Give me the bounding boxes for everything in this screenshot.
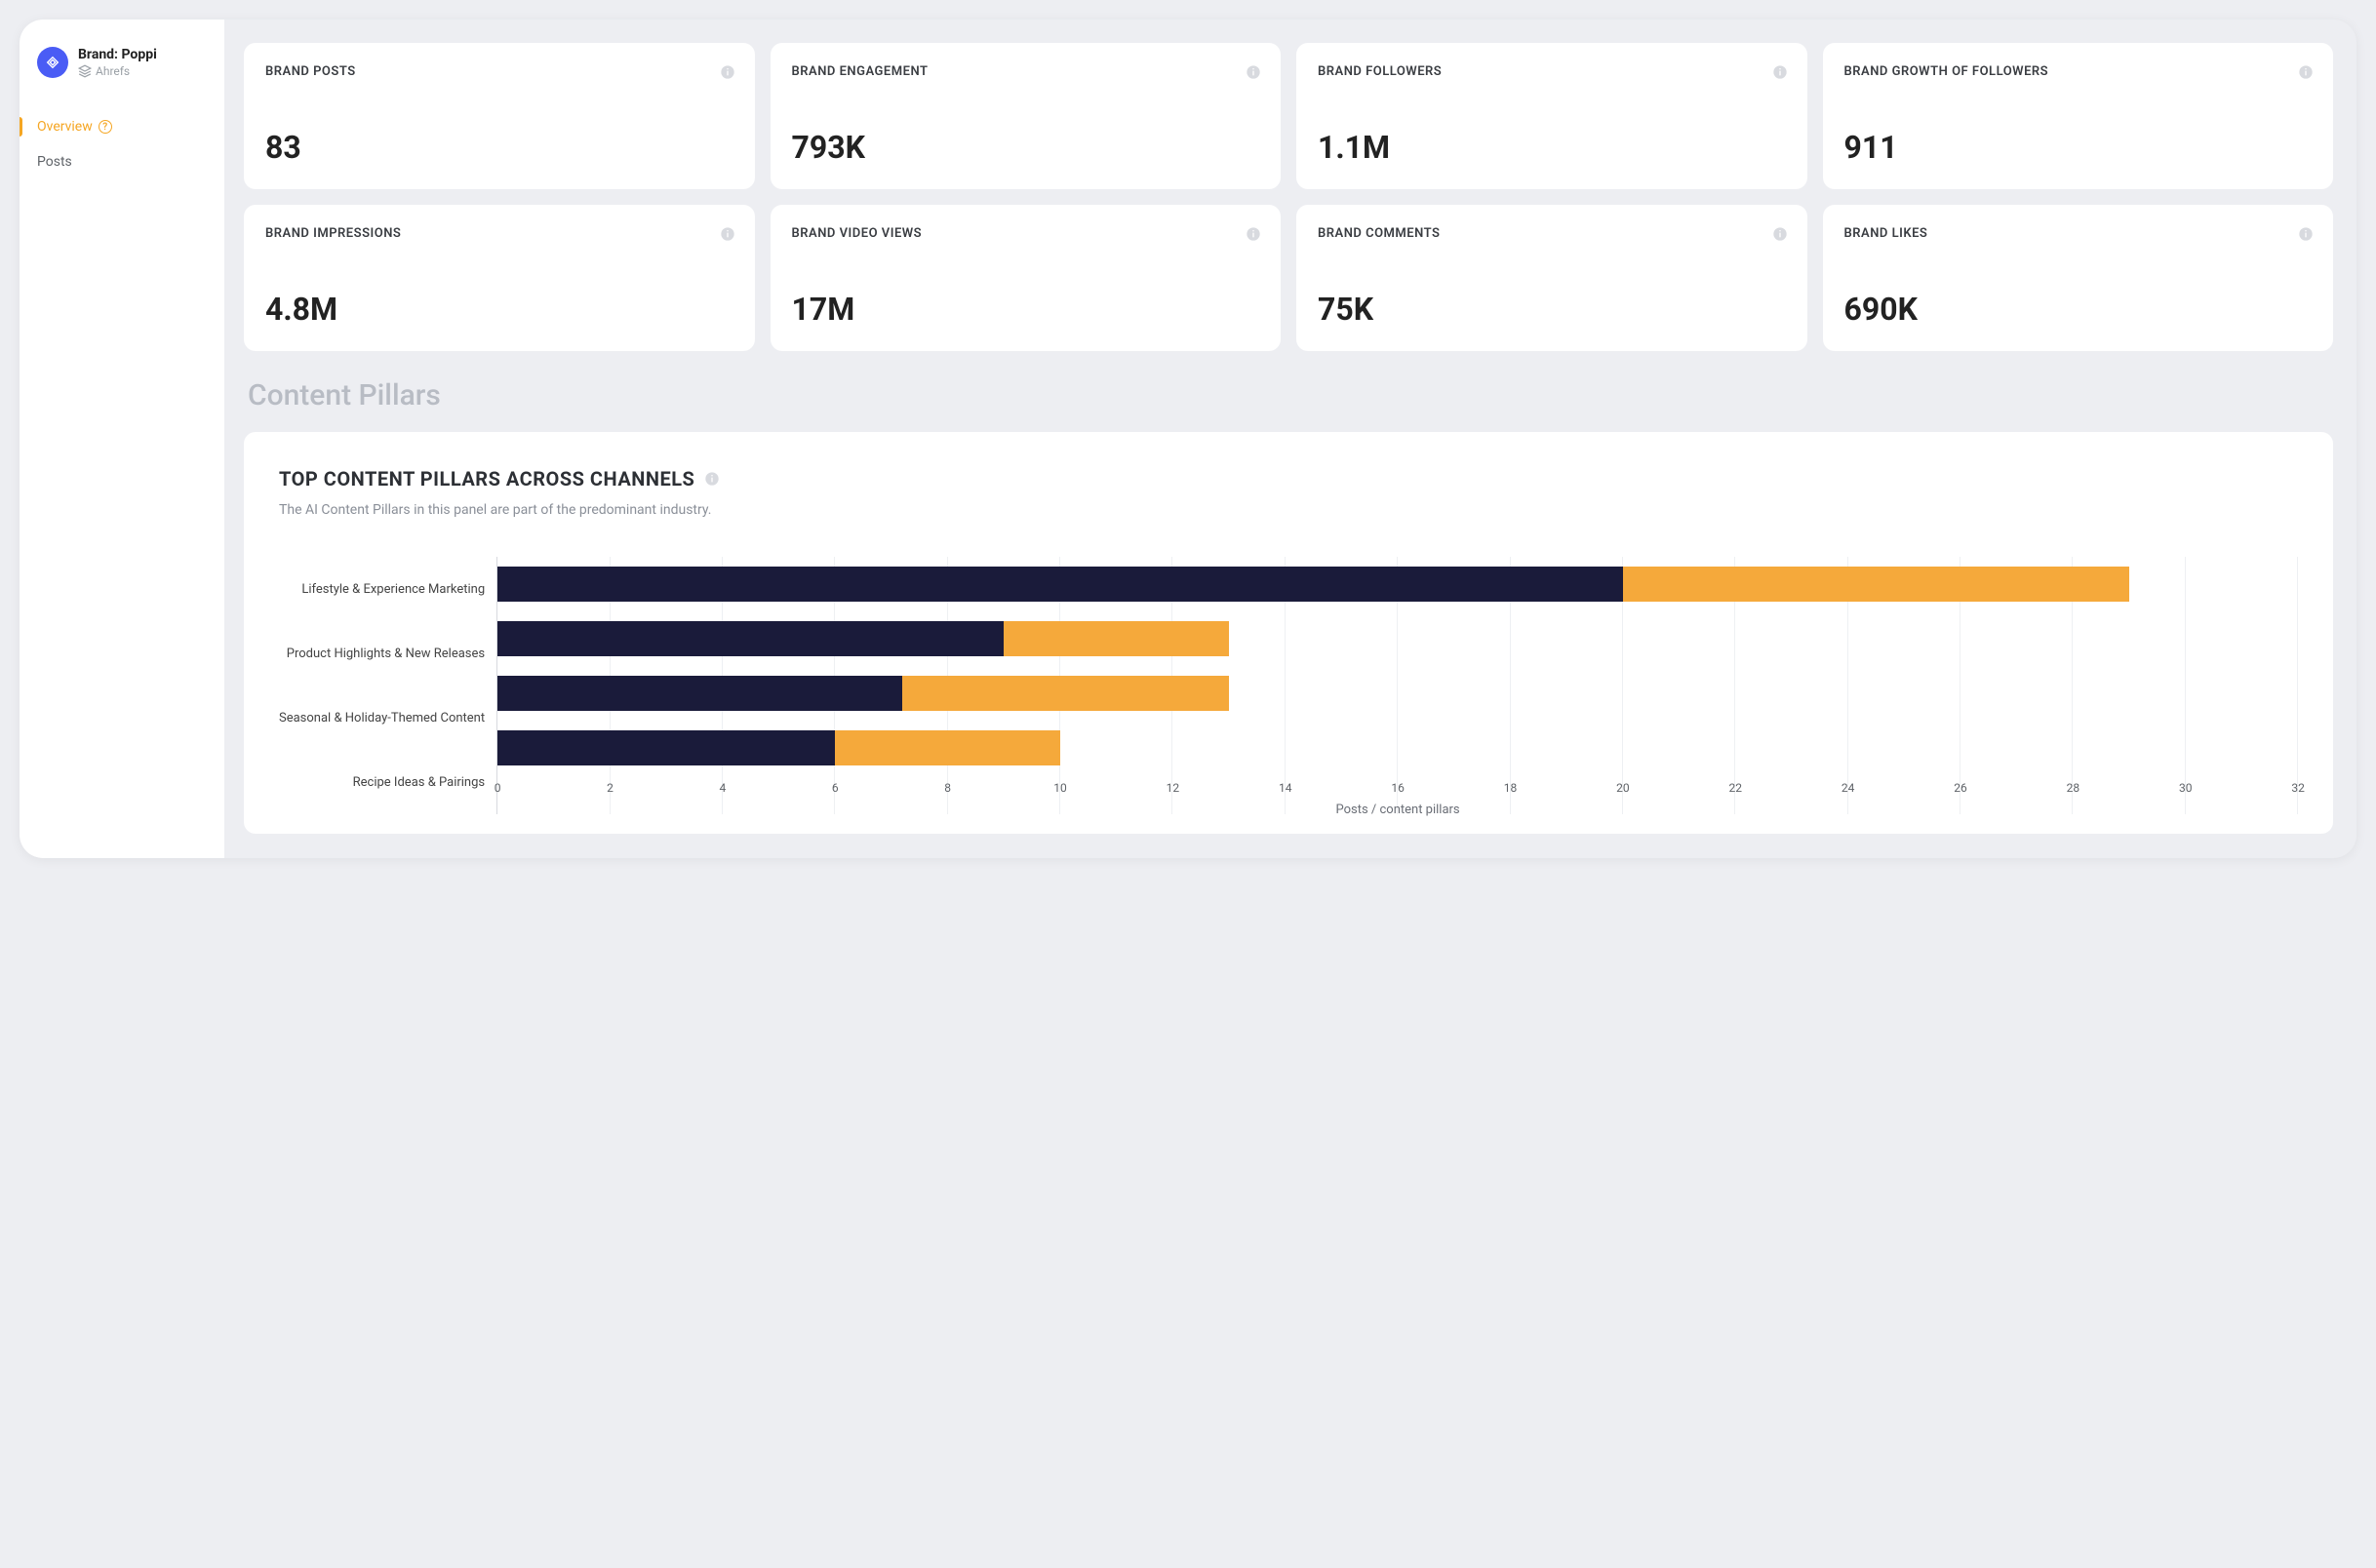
metric-value: 4.8M <box>265 291 733 328</box>
bar-row <box>497 666 2298 721</box>
metric-value: 83 <box>265 129 733 166</box>
info-icon[interactable] <box>720 64 735 80</box>
chart-card: TOP CONTENT PILLARS ACROSS CHANNELS The … <box>244 432 2333 834</box>
bar-segment-secondary[interactable] <box>1004 621 1229 656</box>
bar-segment-secondary[interactable] <box>1623 567 2129 602</box>
metric-card: BRAND POSTS 83 <box>244 43 755 189</box>
chart-header: TOP CONTENT PILLARS ACROSS CHANNELS <box>279 467 2298 490</box>
nav-item-label: Overview <box>37 119 93 135</box>
info-icon[interactable] <box>1246 64 1261 80</box>
metric-card: BRAND GROWTH OF FOLLOWERS 911 <box>1823 43 2334 189</box>
metric-value: 75K <box>1318 291 1786 328</box>
metric-value: 1.1M <box>1318 129 1786 166</box>
chart-y-label: Seasonal & Holiday-Themed Content <box>279 690 485 745</box>
metric-value: 911 <box>1844 129 2313 166</box>
brand-icon <box>37 47 68 78</box>
nav-list: Overview? Posts <box>20 109 224 179</box>
help-icon[interactable]: ? <box>99 120 112 134</box>
bar-segment-primary[interactable] <box>497 621 1004 656</box>
info-icon[interactable] <box>1772 64 1788 80</box>
brand-name: Brand: Poppi <box>78 47 157 62</box>
metric-label: BRAND LIKES <box>1844 226 2313 241</box>
chart-area: Lifestyle & Experience Marketing Product … <box>279 557 2298 814</box>
bar-row <box>497 611 2298 666</box>
metric-label: BRAND POSTS <box>265 64 733 79</box>
x-axis-label: Posts / content pillars <box>497 803 2298 817</box>
metric-card: BRAND LIKES 690K <box>1823 205 2334 351</box>
metric-label: BRAND COMMENTS <box>1318 226 1786 241</box>
sidebar: Brand: Poppi Ahrefs Overview? Posts <box>20 20 224 858</box>
metric-label: BRAND ENGAGEMENT <box>792 64 1260 79</box>
nav-item-posts[interactable]: Posts <box>20 144 224 179</box>
bar-row <box>497 721 2298 775</box>
main-content: BRAND POSTS 83 BRAND ENGAGEMENT 793K BRAND F… <box>224 20 2356 858</box>
nav-item-overview[interactable]: Overview? <box>20 109 224 144</box>
metric-card: BRAND FOLLOWERS 1.1M <box>1296 43 1807 189</box>
metric-value: 17M <box>792 291 1260 328</box>
section-title: Content Pillars <box>248 378 2333 412</box>
chart-plot: 0 2468101214161820222426283032 Posts / c… <box>496 557 2298 814</box>
chart-y-labels: Lifestyle & Experience Marketing Product … <box>279 557 496 814</box>
chart-y-label: Product Highlights & New Releases <box>279 626 485 681</box>
app-container: Brand: Poppi Ahrefs Overview? Posts BRAND… <box>20 20 2356 858</box>
bar-segment-primary[interactable] <box>497 730 835 765</box>
bar-segment-primary[interactable] <box>497 676 902 711</box>
chart-y-label: Lifestyle & Experience Marketing <box>279 562 485 616</box>
metric-value: 793K <box>792 129 1260 166</box>
brand-info: Brand: Poppi Ahrefs <box>78 47 157 78</box>
info-icon[interactable] <box>1772 226 1788 242</box>
info-icon[interactable] <box>2298 226 2314 242</box>
metric-card: BRAND ENGAGEMENT 793K <box>771 43 1282 189</box>
metric-label: BRAND VIDEO VIEWS <box>792 226 1260 241</box>
chart-x-axis: 0 2468101214161820222426283032 Posts / c… <box>497 775 2298 814</box>
metrics-grid: BRAND POSTS 83 BRAND ENGAGEMENT 793K BRAND F… <box>244 43 2333 351</box>
nav-item-label: Posts <box>37 154 72 170</box>
metric-card: BRAND VIDEO VIEWS 17M <box>771 205 1282 351</box>
chart-bars <box>497 557 2298 775</box>
metric-card: BRAND COMMENTS 75K <box>1296 205 1807 351</box>
info-icon[interactable] <box>720 226 735 242</box>
bar-row <box>497 557 2298 611</box>
brand-header: Brand: Poppi Ahrefs <box>20 47 224 86</box>
metric-label: BRAND GROWTH OF FOLLOWERS <box>1844 64 2313 79</box>
chart-title: TOP CONTENT PILLARS ACROSS CHANNELS <box>279 467 694 490</box>
brand-sub: Ahrefs <box>78 64 157 78</box>
layers-icon <box>78 64 92 78</box>
bar-segment-secondary[interactable] <box>902 676 1229 711</box>
chart-y-label: Recipe Ideas & Pairings <box>279 755 485 809</box>
info-icon[interactable] <box>704 471 720 487</box>
metric-card: BRAND IMPRESSIONS 4.8M <box>244 205 755 351</box>
brand-sub-label: Ahrefs <box>96 64 130 78</box>
info-icon[interactable] <box>2298 64 2314 80</box>
bar-segment-secondary[interactable] <box>835 730 1060 765</box>
info-icon[interactable] <box>1246 226 1261 242</box>
bar-segment-primary[interactable] <box>497 567 1623 602</box>
metric-label: BRAND FOLLOWERS <box>1318 64 1786 79</box>
chart-subtitle: The AI Content Pillars in this panel are… <box>279 502 2298 518</box>
metric-label: BRAND IMPRESSIONS <box>265 226 733 241</box>
metric-value: 690K <box>1844 291 2313 328</box>
